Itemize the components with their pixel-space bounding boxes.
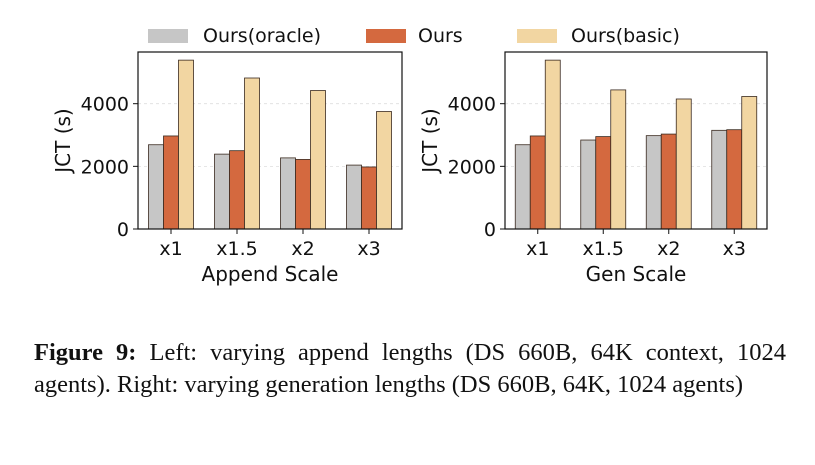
- y-tick-label: 2000: [448, 156, 496, 178]
- x-tick-label: x3: [357, 238, 380, 260]
- axes-frame: [137, 51, 403, 230]
- y-axis-label: JCT (s): [51, 108, 75, 174]
- x-tick-label: x1.5: [583, 238, 624, 260]
- figure-caption: Figure 9: Left: varying append lengths (…: [34, 337, 786, 401]
- bar-ours-oracle--x1: [148, 144, 164, 230]
- legend-swatch-2: [517, 29, 557, 43]
- x-tick-label: x2: [291, 238, 314, 260]
- bar-ours-x1: [529, 135, 546, 230]
- axes-frame: [504, 51, 768, 230]
- caption-text: Left: varying append lengths (DS 660B, 6…: [34, 339, 786, 398]
- bar-ours-oracle--x1.5: [214, 153, 230, 230]
- bar-ours-basic--x1.5: [244, 77, 260, 230]
- x-axis-label: Gen Scale: [586, 262, 687, 286]
- bar-ours-basic--x1: [178, 59, 194, 230]
- bar-ours-basic--x2: [675, 98, 692, 230]
- legend-label-1: Ours: [418, 25, 463, 47]
- bar-ours-basic--x3: [741, 96, 758, 230]
- y-tick-label: 0: [484, 219, 496, 241]
- bar-ours-basic--x3: [376, 111, 392, 230]
- bar-ours-x2: [660, 133, 677, 230]
- bar-ours-x3: [361, 166, 377, 230]
- y-tick-label: 4000: [448, 94, 496, 116]
- bar-ours-x1.5: [595, 136, 612, 230]
- bar-ours-basic--x1: [544, 59, 561, 230]
- bar-ours-x2: [295, 159, 311, 230]
- bar-ours-x3: [726, 129, 743, 230]
- x-tick-label: x1.5: [216, 238, 257, 260]
- bar-ours-basic--x1.5: [610, 89, 627, 230]
- y-axis-label: JCT (s): [418, 108, 442, 174]
- bar-ours-x1: [163, 135, 179, 230]
- x-axis-label: Append Scale: [202, 262, 339, 286]
- y-tick-label: 2000: [81, 156, 129, 178]
- y-tick-label: 4000: [81, 94, 129, 116]
- bar-ours-oracle--x1: [514, 144, 531, 230]
- x-tick-label: x3: [723, 238, 746, 260]
- bar-ours-basic--x2: [310, 90, 326, 230]
- x-tick-label: x1: [159, 238, 182, 260]
- legend-swatch-1: [366, 29, 406, 43]
- x-tick-label: x1: [526, 238, 549, 260]
- y-tick-label: 0: [117, 219, 129, 241]
- bar-ours-oracle--x1.5: [580, 139, 597, 230]
- bar-ours-oracle--x2: [645, 135, 662, 230]
- figure: Ours(oracle) Ours Ours(basic) 0 2000 4000 x1 x1…: [51, 25, 768, 286]
- bar-ours-x1.5: [229, 150, 245, 230]
- legend-label-2: Ours(basic): [571, 25, 680, 47]
- x-tick-label: x2: [657, 238, 680, 260]
- caption-label: Figure 9:: [34, 339, 137, 366]
- bar-ours-oracle--x3: [711, 129, 728, 230]
- bar-ours-oracle--x2: [280, 157, 296, 230]
- bar-ours-oracle--x3: [346, 164, 362, 230]
- legend-swatch-0: [148, 29, 188, 43]
- legend-label-0: Ours(oracle): [203, 25, 321, 47]
